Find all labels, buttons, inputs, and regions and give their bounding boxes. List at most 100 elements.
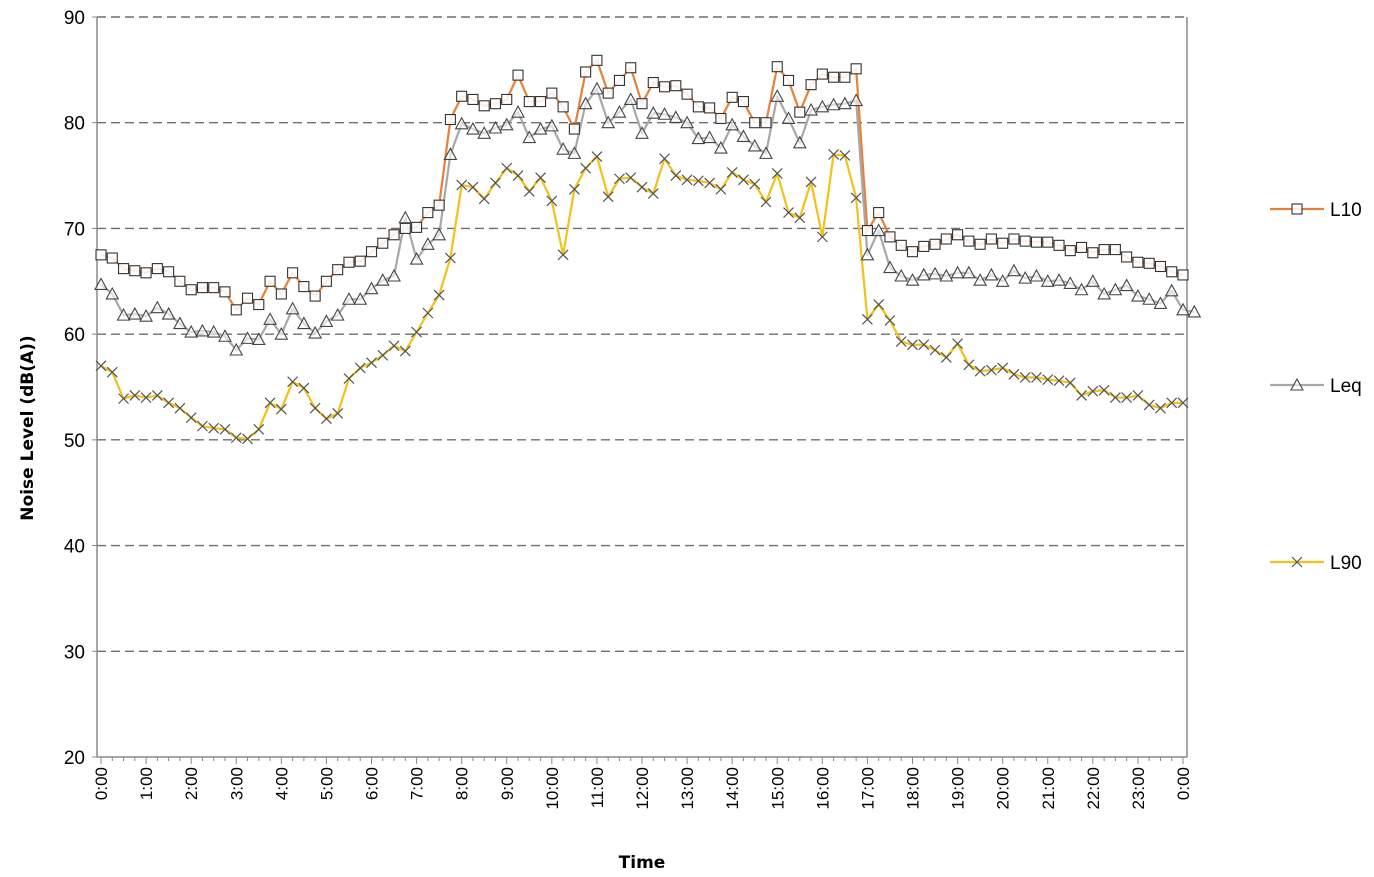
point-l90 — [625, 172, 637, 184]
x-tick-label: 19:00 — [949, 767, 968, 810]
point-leq — [1007, 263, 1021, 277]
point-l10 — [1053, 239, 1065, 251]
point-leq — [308, 325, 323, 339]
point-l90 — [1064, 377, 1076, 389]
point-l10 — [1087, 247, 1099, 259]
point-l90 — [456, 179, 468, 191]
x-tick-label: 10:00 — [543, 767, 562, 810]
point-leq — [950, 265, 965, 279]
point-l10 — [918, 240, 930, 252]
point-l90 — [1076, 390, 1087, 401]
point-l90 — [298, 382, 310, 394]
point-leq — [589, 81, 604, 95]
point-l90 — [704, 177, 716, 189]
point-l90 — [433, 289, 445, 301]
point-l90 — [129, 390, 141, 401]
point-leq — [251, 332, 266, 345]
point-leq — [127, 306, 142, 320]
point-l10 — [320, 275, 332, 287]
point-l90 — [670, 170, 682, 181]
point-l10 — [704, 102, 716, 114]
point-l10 — [309, 290, 321, 302]
point-l10 — [478, 100, 490, 112]
point-leq — [702, 130, 717, 144]
point-l90 — [985, 364, 997, 376]
point-l90 — [399, 345, 411, 357]
x-tick-label: 13:00 — [678, 767, 697, 810]
legend-label-l90: L90 — [1330, 553, 1362, 574]
point-l10 — [1098, 244, 1110, 256]
x-tick-label: 2:00 — [182, 767, 201, 800]
point-leq — [387, 268, 401, 282]
point-l10 — [602, 87, 614, 99]
point-leq — [195, 323, 210, 337]
x-axis-title: Time — [619, 853, 666, 873]
point-l10 — [151, 263, 163, 275]
x-tick-label: 6:00 — [363, 767, 382, 800]
point-l10 — [1019, 235, 1031, 247]
point-l90 — [568, 183, 580, 195]
point-l10 — [929, 238, 941, 250]
legend-label-leq: Leq — [1330, 376, 1362, 397]
legend: L10 Leq L90 — [1270, 200, 1362, 574]
point-l10 — [816, 68, 828, 80]
point-l90 — [1132, 390, 1144, 401]
point-leq — [522, 130, 537, 144]
point-leq — [1108, 282, 1123, 296]
point-leq — [1164, 283, 1179, 297]
point-leq — [781, 111, 796, 125]
legend-marker-l10 — [1291, 203, 1303, 215]
point-l90 — [275, 403, 287, 415]
point-l10 — [861, 224, 873, 237]
legend-marker-l90 — [1291, 556, 1303, 568]
point-l90 — [1121, 392, 1133, 403]
point-l10 — [895, 239, 907, 251]
point-leq — [849, 93, 864, 107]
point-l10 — [1042, 236, 1054, 248]
point-l90 — [861, 313, 873, 325]
point-l10 — [850, 63, 862, 75]
point-leq — [466, 121, 480, 135]
point-l90 — [422, 307, 434, 319]
point-l10 — [377, 237, 389, 249]
point-leq — [736, 129, 751, 143]
point-leq — [116, 307, 131, 321]
point-l90 — [185, 412, 197, 424]
point-l90 — [1087, 385, 1099, 397]
point-leq — [1142, 292, 1157, 305]
point-leq — [1040, 274, 1055, 287]
point-l10 — [1064, 245, 1076, 257]
point-l90 — [354, 362, 366, 374]
point-l90 — [287, 376, 299, 388]
point-leq — [330, 307, 345, 321]
point-l90 — [219, 423, 231, 435]
point-leq — [488, 120, 503, 134]
point-l10 — [95, 249, 107, 261]
y-tick-label: 60 — [64, 325, 85, 346]
point-l90 — [467, 181, 479, 193]
point-l90 — [174, 402, 186, 414]
x-tick-label: 4:00 — [272, 767, 291, 800]
point-l90 — [1166, 397, 1178, 409]
point-l90 — [332, 408, 344, 419]
point-l10 — [1121, 251, 1133, 263]
point-l90 — [794, 212, 806, 224]
point-leq — [837, 96, 852, 110]
point-l10 — [568, 123, 580, 135]
axes — [92, 16, 1188, 764]
point-l90 — [1143, 399, 1155, 411]
point-l90 — [647, 188, 659, 199]
point-l10 — [771, 61, 783, 73]
point-l90 — [1155, 402, 1166, 414]
point-leq — [499, 117, 514, 131]
series-markers — [94, 54, 1202, 445]
point-leq — [713, 140, 728, 154]
point-l90 — [952, 338, 964, 350]
point-l90 — [490, 177, 501, 189]
point-leq — [871, 223, 886, 237]
point-l10 — [444, 113, 456, 126]
point-leq — [206, 324, 221, 338]
point-leq — [995, 274, 1010, 287]
